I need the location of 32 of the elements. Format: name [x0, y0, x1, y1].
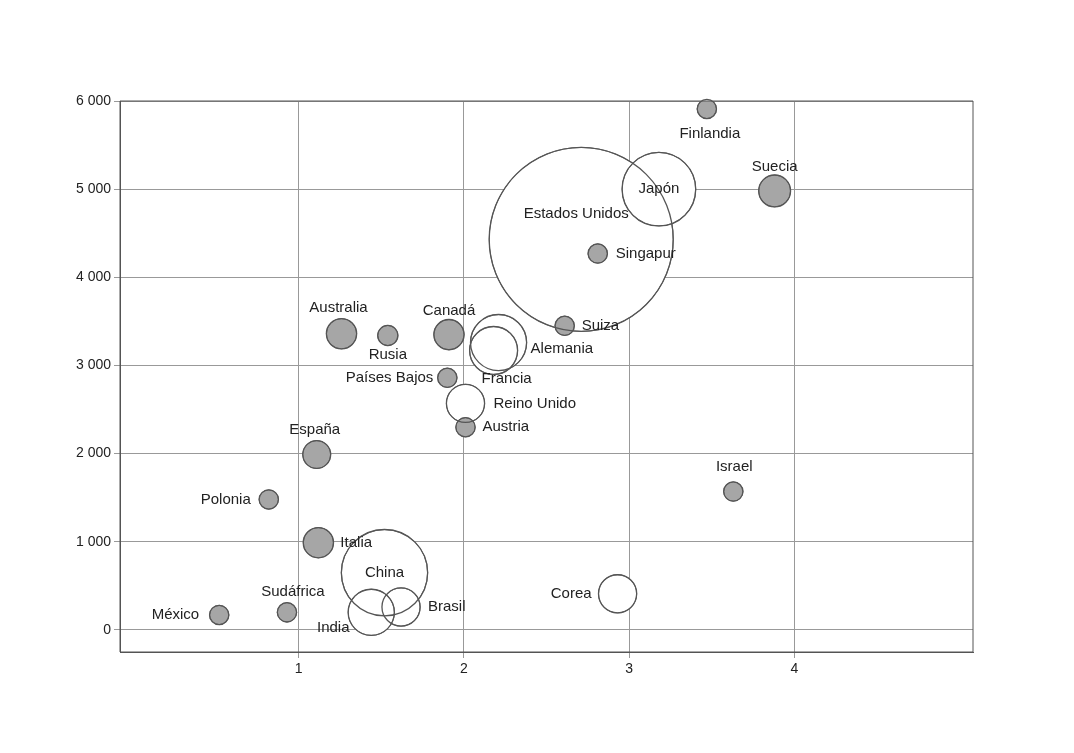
annotation: China [364, 562, 405, 580]
y-tick-label: 6 000 [75, 91, 112, 108]
annotation: Corea [550, 583, 593, 601]
annotation: Estados Unidos [523, 203, 629, 221]
annotation: Sudáfrica [261, 582, 326, 600]
annotation: Brasil [428, 597, 466, 615]
annotation: Rusia [368, 344, 408, 362]
annotation: México [151, 605, 200, 623]
y-tick-label: 3 000 [75, 356, 112, 373]
annotation: Reino Unido [493, 393, 577, 411]
x-tick-label: 2 [459, 660, 468, 677]
y-tick-label: 4 000 [75, 268, 112, 285]
annotation: Francia [481, 368, 533, 386]
annotation: India [317, 618, 351, 636]
annotation: España [289, 419, 341, 437]
annotation: Polonia [200, 489, 252, 507]
annotation: Alemania [530, 338, 594, 356]
annotation: Israel [715, 456, 753, 474]
annotation: Suecia [751, 157, 799, 175]
x-tick-label: 3 [625, 660, 634, 677]
y-tick-label: 2 000 [75, 444, 112, 461]
annotation: Suiza [581, 315, 620, 333]
annotation: Finlandia [679, 124, 741, 142]
y-tick-label: 0 [103, 620, 112, 637]
y-tick-label: 1 000 [75, 532, 112, 549]
annotation: Austria [482, 417, 530, 435]
annotation: Países Bajos [345, 367, 434, 385]
y-tick-label: 5 000 [75, 180, 112, 197]
annotation: Australia [309, 297, 369, 315]
annotation: Canadá [422, 300, 476, 318]
x-tick-label: 4 [790, 660, 799, 677]
x-tick-label: 1 [294, 660, 303, 677]
